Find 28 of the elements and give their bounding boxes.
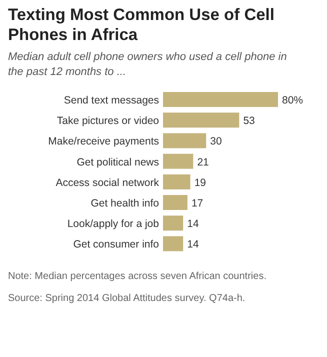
bar: [163, 216, 184, 231]
bar: [163, 92, 278, 107]
bar: [163, 195, 188, 210]
source-note: Source: Spring 2014 Global Attitudes survey. Q74a-h.: [8, 292, 246, 304]
bar: [163, 154, 194, 169]
y-tick-label: Make/receive payments: [48, 136, 159, 148]
y-tick-label: Look/apply for a job: [67, 218, 160, 230]
data-label: 19: [194, 176, 206, 189]
bar: [163, 133, 206, 148]
y-tick-label: Access social network: [56, 176, 160, 189]
chart-subtitle: Median adult cell phone owners who used a cell phone in the past 12 months to ...: [8, 51, 287, 78]
text: Note: Median percentages across seven African countries.: [8, 270, 266, 282]
y-tick-label: Get political news: [76, 156, 159, 168]
y-tick-label: Get consumer info: [73, 238, 160, 251]
bar: [163, 236, 184, 252]
y-tick-label: Send text messages: [64, 94, 159, 106]
bar: [163, 112, 240, 128]
data-label: 80%: [282, 94, 304, 106]
data-label: 21: [197, 156, 210, 168]
bar: [163, 174, 190, 190]
chart-title: Texting Most Common Use of Cell Phones in Africa: [8, 6, 274, 44]
y-tick-label: Get health info: [90, 198, 160, 210]
y-tick-label: Take pictures or video: [56, 115, 160, 128]
data-label: 53: [243, 115, 256, 128]
data-label: 14: [187, 238, 199, 251]
data-label: 14: [187, 218, 199, 230]
data-label: 30: [210, 136, 222, 148]
data-label: 17: [191, 198, 204, 210]
